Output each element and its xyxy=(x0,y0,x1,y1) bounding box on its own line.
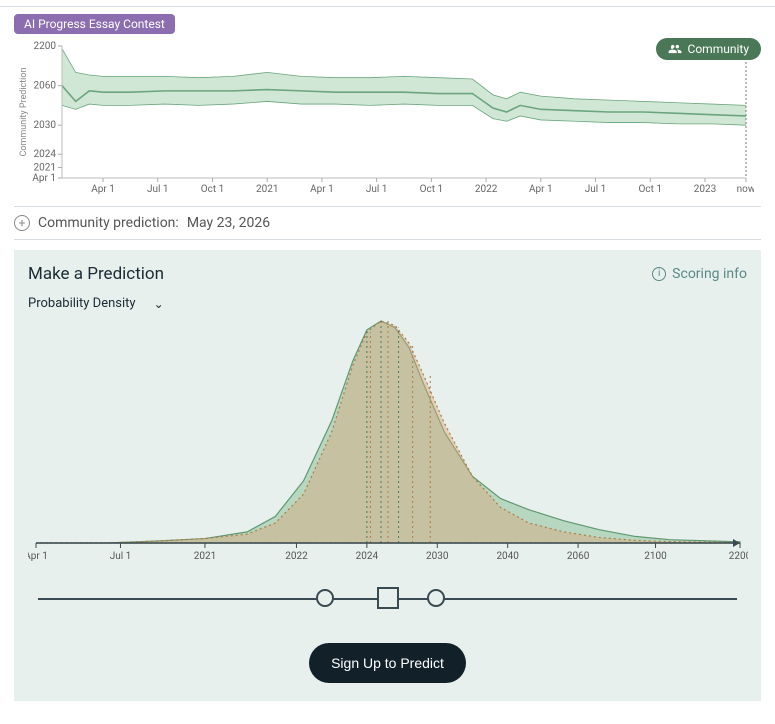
dropdown-selected: Probability Density xyxy=(28,296,136,311)
svg-text:Apr 1: Apr 1 xyxy=(28,551,48,562)
density-chart: Apr 1 Jul 1 2021 2022 2024 2030 2040 2060 2100 22… xyxy=(28,315,748,565)
svg-text:Apr 1: Apr 1 xyxy=(91,184,115,195)
prediction-summary-value: May 23, 2026 xyxy=(187,215,270,231)
svg-text:2021: 2021 xyxy=(256,184,278,195)
svg-text:Apr 1: Apr 1 xyxy=(310,184,334,195)
slider-lower-handle[interactable] xyxy=(316,589,334,607)
slider-upper-handle[interactable] xyxy=(427,589,445,607)
svg-text:2030: 2030 xyxy=(426,551,449,562)
svg-text:2024: 2024 xyxy=(34,149,57,160)
svg-text:Oct 1: Oct 1 xyxy=(420,184,444,195)
svg-text:2022: 2022 xyxy=(285,551,308,562)
chevron-down-icon: ⌄ xyxy=(154,297,164,311)
timeseries-chart: Apr 120212024203020602200Community Predi… xyxy=(14,40,754,200)
svg-text:2024: 2024 xyxy=(356,551,379,562)
svg-text:2023: 2023 xyxy=(694,184,716,195)
prediction-summary-label: Community prediction: xyxy=(38,215,179,231)
info-icon: i xyxy=(652,267,666,281)
scoring-info-link[interactable]: i Scoring info xyxy=(652,266,747,282)
expand-icon[interactable]: + xyxy=(14,215,30,231)
sign-up-button[interactable]: Sign Up to Predict xyxy=(309,643,466,683)
community-icon xyxy=(668,42,682,56)
svg-text:now: now xyxy=(737,184,754,195)
community-toggle-label: Community xyxy=(688,42,749,56)
svg-text:2021: 2021 xyxy=(34,162,56,173)
svg-text:Apr 1: Apr 1 xyxy=(529,184,553,195)
svg-text:Oct 1: Oct 1 xyxy=(201,184,225,195)
svg-text:2040: 2040 xyxy=(496,551,519,562)
svg-text:2200: 2200 xyxy=(729,551,748,562)
community-prediction-summary: + Community prediction: May 23, 2026 xyxy=(14,206,761,240)
svg-text:Apr 1: Apr 1 xyxy=(32,173,56,184)
svg-text:Oct 1: Oct 1 xyxy=(638,184,662,195)
svg-text:2100: 2100 xyxy=(644,551,667,562)
svg-text:2200: 2200 xyxy=(34,41,57,52)
svg-text:Jul 1: Jul 1 xyxy=(366,184,388,195)
contest-tag[interactable]: AI Progress Essay Contest xyxy=(14,14,175,34)
svg-text:2021: 2021 xyxy=(194,551,216,562)
density-mode-dropdown[interactable]: Probability Density ⌄ xyxy=(28,296,164,311)
make-prediction-panel: Make a Prediction i Scoring info Probabi… xyxy=(14,250,761,701)
community-toggle-button[interactable]: Community xyxy=(656,38,761,60)
svg-text:Community Prediction: Community Prediction xyxy=(19,67,29,156)
prediction-slider[interactable] xyxy=(38,579,737,619)
panel-title: Make a Prediction xyxy=(28,264,164,284)
slider-median-handle[interactable] xyxy=(377,587,399,609)
svg-text:Jul 1: Jul 1 xyxy=(147,184,169,195)
svg-text:2060: 2060 xyxy=(567,551,590,562)
svg-text:2030: 2030 xyxy=(34,120,57,131)
svg-text:Jul 1: Jul 1 xyxy=(110,551,132,562)
scoring-info-label: Scoring info xyxy=(672,266,747,282)
svg-text:2060: 2060 xyxy=(34,81,57,92)
svg-text:2022: 2022 xyxy=(475,184,498,195)
svg-text:Jul 1: Jul 1 xyxy=(585,184,607,195)
